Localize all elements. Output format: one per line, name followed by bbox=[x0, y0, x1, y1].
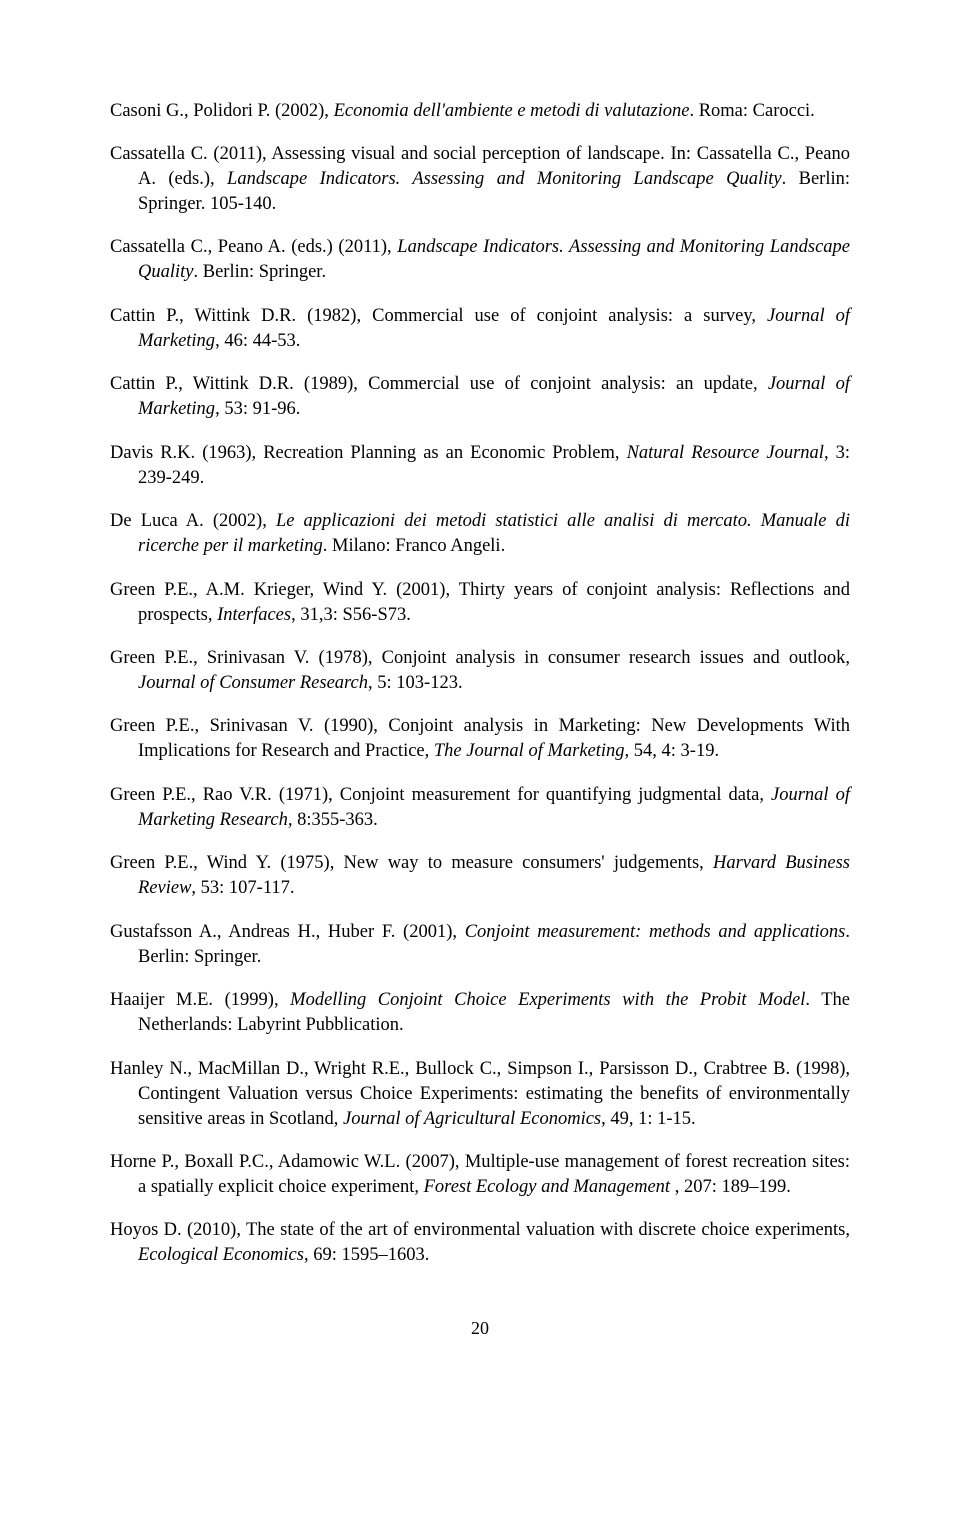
reference-text-segment: De Luca A. (2002), bbox=[110, 511, 276, 531]
reference-text-segment: . Roma: Carocci. bbox=[689, 101, 814, 121]
reference-italic-segment: Ecological Economics bbox=[138, 1245, 304, 1265]
reference-italic-segment: Modelling Conjoint Choice Experiments wi… bbox=[290, 990, 805, 1010]
reference-entry: Cattin P., Wittink D.R. (1982), Commerci… bbox=[110, 304, 850, 354]
reference-italic-segment: The Journal of Marketing bbox=[434, 741, 625, 761]
reference-entry: Hanley N., MacMillan D., Wright R.E., Bu… bbox=[110, 1057, 850, 1132]
reference-text-segment: , 207: 189–199. bbox=[675, 1177, 791, 1197]
reference-text-segment: Gustafsson A., Andreas H., Huber F. (200… bbox=[110, 922, 465, 942]
references-list: Casoni G., Polidori P. (2002), Economia … bbox=[110, 99, 850, 1269]
reference-text-segment: , 31,3: S56-S73. bbox=[291, 605, 411, 625]
page-number: 20 bbox=[110, 1318, 850, 1339]
reference-italic-segment: Economia dell'ambiente e metodi di valut… bbox=[334, 101, 690, 121]
reference-text-segment: , 69: 1595–1603. bbox=[304, 1245, 429, 1265]
reference-entry: Cattin P., Wittink D.R. (1989), Commerci… bbox=[110, 372, 850, 422]
reference-italic-segment: Natural Resource Journal bbox=[627, 443, 824, 463]
page-content: Casoni G., Polidori P. (2002), Economia … bbox=[0, 0, 960, 1399]
reference-text-segment: , 46: 44-53. bbox=[215, 331, 300, 351]
reference-italic-segment: Journal of Consumer Research bbox=[138, 673, 368, 693]
reference-text-segment: , 53: 107-117. bbox=[191, 878, 294, 898]
reference-text-segment: Cattin P., Wittink D.R. (1982), Commerci… bbox=[110, 306, 767, 326]
reference-entry: Green P.E., A.M. Krieger, Wind Y. (2001)… bbox=[110, 578, 850, 628]
reference-entry: Gustafsson A., Andreas H., Huber F. (200… bbox=[110, 920, 850, 970]
reference-text-segment: Cattin P., Wittink D.R. (1989), Commerci… bbox=[110, 374, 768, 394]
reference-text-segment: Davis R.K. (1963), Recreation Planning a… bbox=[110, 443, 627, 463]
reference-entry: Cassatella C., Peano A. (eds.) (2011), L… bbox=[110, 235, 850, 285]
reference-italic-segment: Interfaces bbox=[217, 605, 291, 625]
reference-text-segment: Hoyos D. (2010), The state of the art of… bbox=[110, 1220, 850, 1240]
reference-entry: Green P.E., Wind Y. (1975), New way to m… bbox=[110, 851, 850, 901]
reference-text-segment: Cassatella C., Peano A. (eds.) (2011), bbox=[110, 237, 397, 257]
reference-entry: Green P.E., Rao V.R. (1971), Conjoint me… bbox=[110, 783, 850, 833]
reference-text-segment: , 5: 103-123. bbox=[368, 673, 463, 693]
reference-text-segment: . Berlin: Springer. bbox=[194, 262, 327, 282]
reference-italic-segment: Journal of Agricultural Economics bbox=[343, 1109, 601, 1129]
reference-italic-segment: Conjoint measurement: methods and applic… bbox=[465, 922, 846, 942]
reference-italic-segment: Landscape Indicators. Assessing and Moni… bbox=[227, 169, 782, 189]
reference-entry: Green P.E., Srinivasan V. (1978), Conjoi… bbox=[110, 646, 850, 696]
reference-entry: Davis R.K. (1963), Recreation Planning a… bbox=[110, 441, 850, 491]
reference-italic-segment: Forest Ecology and Management bbox=[424, 1177, 675, 1197]
reference-text-segment: , 53: 91-96. bbox=[215, 399, 300, 419]
reference-entry: Cassatella C. (2011), Assessing visual a… bbox=[110, 142, 850, 217]
reference-text-segment: , 54, 4: 3-19. bbox=[625, 741, 720, 761]
reference-entry: Casoni G., Polidori P. (2002), Economia … bbox=[110, 99, 850, 124]
reference-entry: De Luca A. (2002), Le applicazioni dei m… bbox=[110, 509, 850, 559]
reference-text-segment: Green P.E., Srinivasan V. (1978), Conjoi… bbox=[110, 648, 850, 668]
reference-text-segment: . Milano: Franco Angeli. bbox=[323, 536, 505, 556]
reference-entry: Green P.E., Srinivasan V. (1990), Conjoi… bbox=[110, 714, 850, 764]
reference-text-segment: 8:355-363. bbox=[297, 810, 378, 830]
reference-text-segment: Casoni G., Polidori P. (2002), bbox=[110, 101, 334, 121]
reference-text-segment: Green P.E., Rao V.R. (1971), Conjoint me… bbox=[110, 785, 771, 805]
reference-text-segment: Green P.E., Wind Y. (1975), New way to m… bbox=[110, 853, 713, 873]
reference-entry: Hoyos D. (2010), The state of the art of… bbox=[110, 1218, 850, 1268]
reference-text-segment: , 49, 1: 1-15. bbox=[601, 1109, 696, 1129]
reference-entry: Horne P., Boxall P.C., Adamowic W.L. (20… bbox=[110, 1150, 850, 1200]
reference-text-segment: Haaijer M.E. (1999), bbox=[110, 990, 290, 1010]
reference-entry: Haaijer M.E. (1999), Modelling Conjoint … bbox=[110, 988, 850, 1038]
